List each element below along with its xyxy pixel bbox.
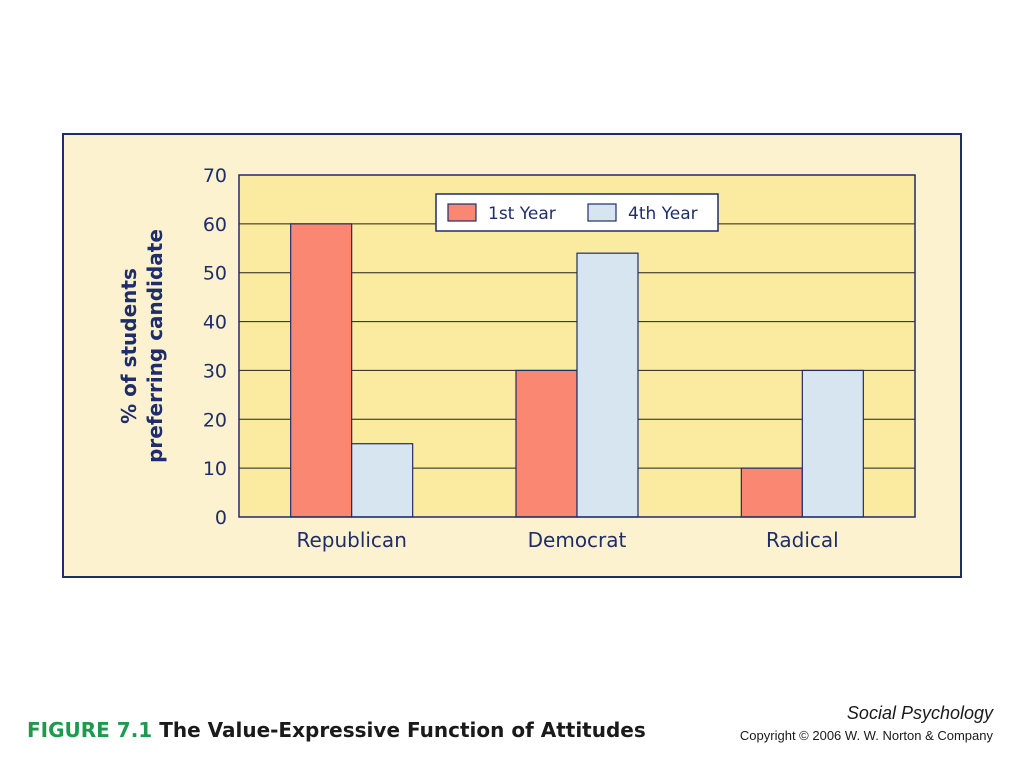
figure-title: The Value-Expressive Function of Attitud…: [159, 718, 646, 742]
bar: [515, 369, 578, 518]
y-tick-label: 70: [203, 165, 227, 187]
y-tick-label: 10: [203, 458, 227, 480]
legend-swatch: [587, 203, 617, 222]
x-category-label: Democrat: [528, 528, 627, 552]
bar: [576, 252, 639, 518]
book-title: Social Psychology: [846, 703, 993, 723]
y-tick-label: 60: [203, 214, 227, 236]
y-axis-label-line1: % of students: [117, 268, 141, 424]
y-tick-label: 40: [203, 312, 227, 334]
y-tick-label: 30: [203, 360, 227, 382]
x-category-label: Republican: [296, 528, 406, 552]
copyright-notice: Copyright © 2006 W. W. Norton & Company: [739, 728, 993, 743]
bar: [351, 443, 414, 518]
figure-panel: 0 10 20 30 40 50 60 70 Republican Democrat Radical…: [62, 133, 962, 578]
plot-frame: [238, 174, 916, 518]
y-tick-label: 50: [203, 263, 227, 285]
bar: [740, 467, 803, 518]
legend-box: [435, 193, 719, 232]
figure-number: FIGURE 7.1: [27, 718, 153, 742]
legend-swatch: [447, 203, 477, 222]
y-axis-label-line2: preferring candidate: [143, 229, 167, 463]
figure-caption: FIGURE 7.1 The Value-Expressive Function…: [27, 718, 646, 742]
x-category-label: Radical: [766, 528, 839, 552]
legend-label: 4th Year: [628, 204, 698, 224]
y-tick-label: 0: [215, 507, 227, 529]
legend-label: 1st Year: [488, 204, 556, 224]
credit-block: Social Psychology Copyright © 2006 W. W.…: [740, 703, 993, 743]
bar: [290, 223, 353, 518]
bar: [801, 369, 864, 518]
y-tick-label: 20: [203, 409, 227, 431]
bar-chart: 0 10 20 30 40 50 60 70 Republican Democrat Radical…: [117, 165, 916, 552]
